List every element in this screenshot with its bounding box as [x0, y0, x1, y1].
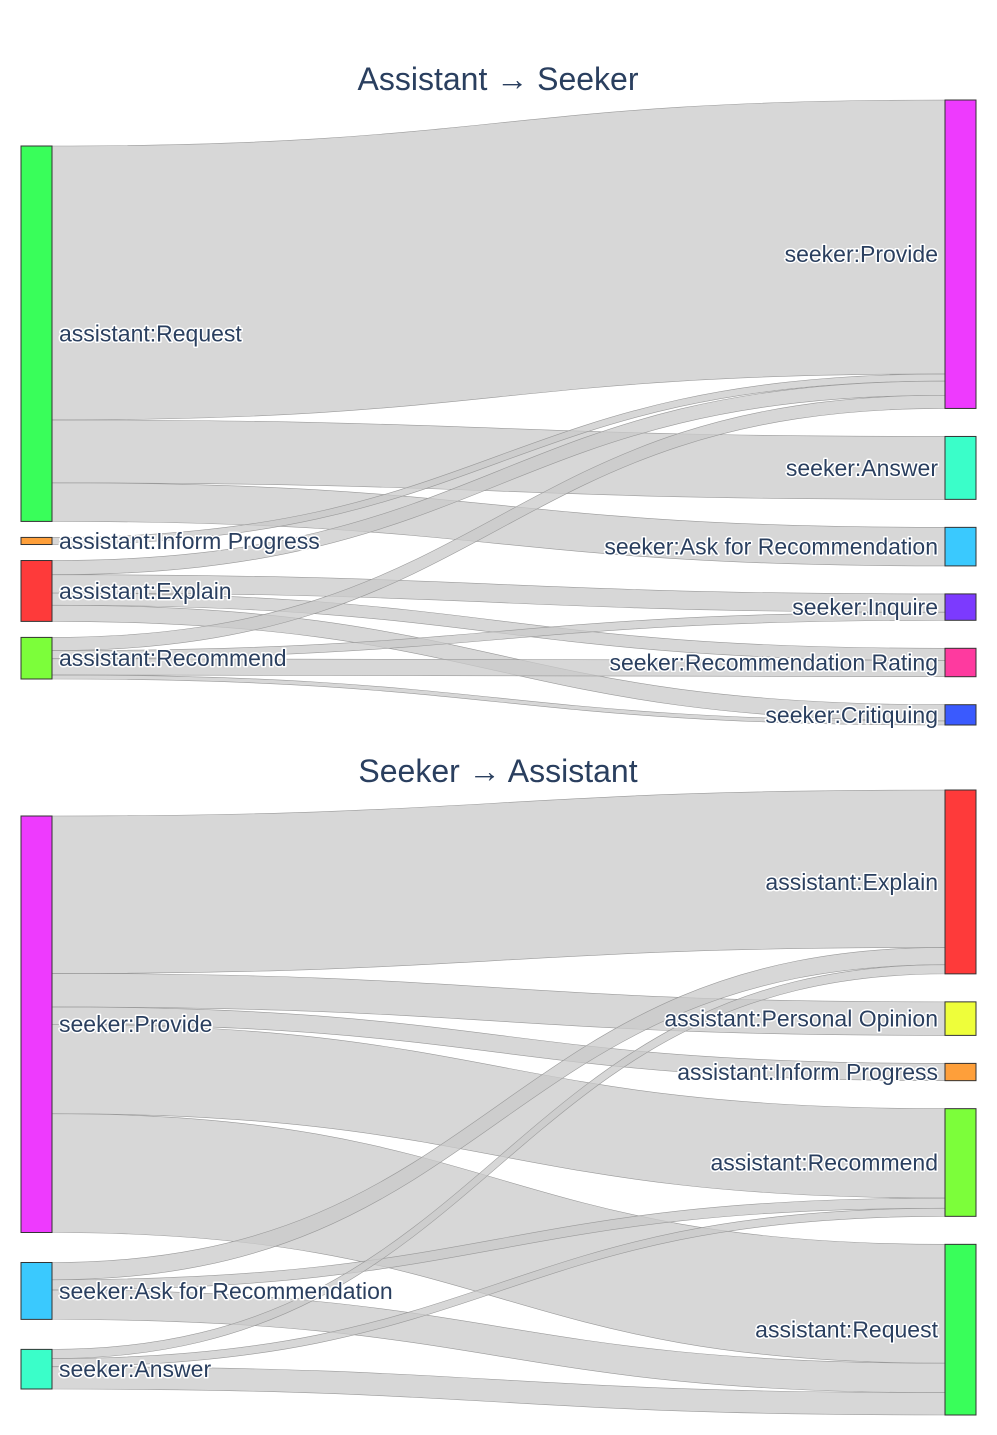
node-label-a_per: assistant:Personal Opinion	[664, 1006, 938, 1032]
node-s_cri[interactable]	[944, 704, 977, 726]
node-label-a_exp: assistant:Explain	[765, 869, 938, 895]
node-label-s_ask: seeker:Ask for Recommendation	[604, 534, 938, 560]
node-label-a_inf: assistant:Inform Progress	[59, 528, 320, 554]
node-s_ans[interactable]	[20, 1348, 53, 1390]
node-s_ask[interactable]	[944, 526, 977, 567]
node-label-s_pro: seeker:Provide	[785, 241, 938, 267]
node-label-a_inf: assistant:Inform Progress	[677, 1059, 938, 1085]
sankey-panel-seeker-to-assistant: Seeker → Assistant seeker:Provide seeker:…	[20, 753, 977, 1416]
node-a_inf[interactable]	[20, 536, 53, 546]
node-a_req[interactable]	[944, 1243, 977, 1416]
links	[51, 99, 946, 726]
node-label-a_exp: assistant:Explain	[59, 578, 232, 604]
node-a_req[interactable]	[20, 145, 53, 522]
node-a_inf[interactable]	[944, 1062, 977, 1082]
node-s_ans[interactable]	[944, 435, 977, 500]
node-label-s_ask: seeker:Ask for Recommendation	[59, 1278, 393, 1304]
panel-title: Assistant → Seeker	[358, 61, 639, 97]
node-label-s_pro: seeker:Provide	[59, 1011, 212, 1037]
links	[51, 789, 946, 1416]
node-s_inq[interactable]	[944, 593, 977, 621]
node-a_exp[interactable]	[20, 560, 53, 622]
node-label-a_req: assistant:Request	[755, 1317, 938, 1343]
node-a_per[interactable]	[944, 1001, 977, 1036]
panel-title: Seeker → Assistant	[358, 753, 637, 789]
node-a_exp[interactable]	[944, 789, 977, 975]
node-s_rat[interactable]	[944, 647, 977, 678]
node-label-s_rat: seeker:Recommendation Rating	[609, 650, 938, 676]
node-label-s_ans: seeker:Answer	[786, 455, 938, 481]
node-label-a_req: assistant:Request	[59, 321, 242, 347]
node-label-s_inq: seeker:Inquire	[792, 594, 938, 620]
node-s_pro[interactable]	[20, 815, 53, 1233]
node-label-s_cri: seeker:Critiquing	[765, 702, 938, 728]
node-label-s_ans: seeker:Answer	[59, 1356, 211, 1382]
node-s_ask[interactable]	[20, 1261, 53, 1320]
node-label-a_rec: assistant:Recommend	[710, 1149, 938, 1175]
node-s_pro[interactable]	[944, 99, 977, 409]
node-a_rec[interactable]	[944, 1108, 977, 1217]
node-label-a_rec: assistant:Recommend	[59, 645, 287, 671]
node-a_rec[interactable]	[20, 636, 53, 680]
sankey-panel-assistant-to-seeker: Assistant → Seeker assistant:Request assi…	[20, 61, 977, 729]
